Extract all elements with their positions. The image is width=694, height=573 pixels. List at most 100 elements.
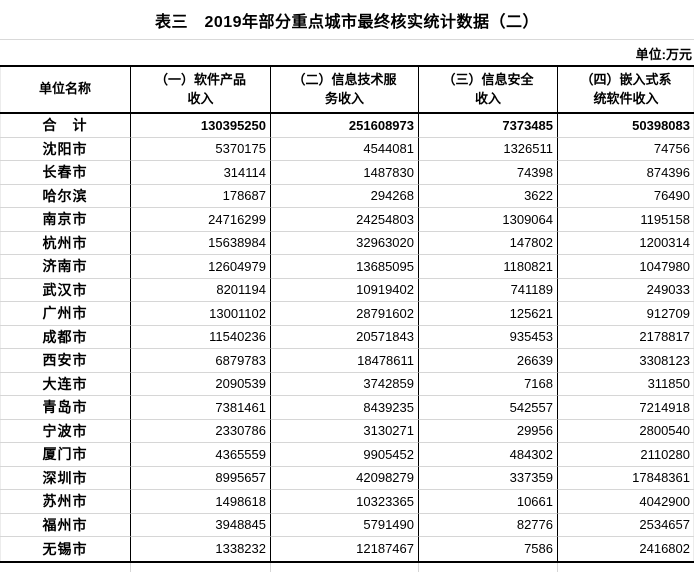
table-row: 深圳市 8995657 42098279 337359 17848361 (0, 466, 694, 490)
value-cell: 12604979 (131, 255, 271, 279)
table-header-row: 单位名称 （一）软件产品 收入 （二）信息技术服 务收入 （三）信息安全 收入 （四）嵌… (0, 65, 694, 114)
total-row: 合 计 130395250 251608973 7373485 50398083 (0, 114, 694, 138)
value-cell: 74756 (558, 138, 694, 161)
value-cell: 3622 (419, 184, 558, 208)
city-name-cell: 哈尔滨 (0, 184, 131, 208)
table-row: 青岛市 7381461 8439235 542557 7214918 (0, 396, 694, 420)
value-cell: 8439235 (271, 396, 419, 420)
city-name-cell: 西安市 (0, 349, 131, 373)
city-name-cell: 武汉市 (0, 278, 131, 302)
value-cell: 24716299 (131, 208, 271, 232)
table-row: 厦门市 4365559 9905452 484302 2110280 (0, 443, 694, 467)
value-cell: 311850 (558, 373, 694, 396)
value-cell: 125621 (419, 302, 558, 326)
column-header: （四）嵌入式系 统软件收入 (580, 72, 672, 106)
value-cell: 2090539 (131, 372, 271, 396)
value-cell: 32963020 (271, 231, 419, 255)
value-cell: 3742859 (271, 372, 419, 396)
city-name-cell: 宁波市 (0, 419, 131, 443)
city-name-cell: 深圳市 (0, 466, 131, 490)
city-name-cell: 济南市 (0, 255, 131, 279)
table-body: 合 计 130395250 251608973 7373485 50398083 沈阳市 5… (0, 114, 694, 563)
value-cell: 1498618 (131, 490, 271, 514)
title-bar: 表三 2019年部分重点城市最终核实统计数据（二） (0, 0, 694, 40)
table-row: 武汉市 8201194 10919402 741189 249033 (0, 278, 694, 302)
value-cell: 6879783 (131, 349, 271, 373)
value-cell: 249033 (558, 279, 694, 302)
table-row: 西安市 6879783 18478611 26639 3308123 (0, 349, 694, 373)
table-row: 南京市 24716299 24254803 1309064 1195158 (0, 208, 694, 232)
value-cell: 26639 (419, 349, 558, 373)
table-row: 宁波市 2330786 3130271 29956 2800540 (0, 419, 694, 443)
value-cell: 5370175 (131, 137, 271, 161)
table-row: 成都市 11540236 20571843 935453 2178817 (0, 325, 694, 349)
value-cell: 178687 (131, 184, 271, 208)
table-row: 济南市 12604979 13685095 1180821 1047980 (0, 255, 694, 279)
value-cell: 15638984 (131, 231, 271, 255)
value-cell: 28791602 (271, 302, 419, 326)
value-cell: 7586 (419, 537, 558, 561)
value-cell: 1195158 (558, 208, 694, 232)
value-cell: 1200314 (558, 232, 694, 255)
value-cell: 9905452 (271, 443, 419, 467)
value-cell: 13001102 (131, 302, 271, 326)
value-cell: 337359 (419, 466, 558, 490)
value-cell: 11540236 (131, 325, 271, 349)
page-title: 表三 2019年部分重点城市最终核实统计数据（二） (154, 13, 540, 31)
city-name-cell: 大连市 (0, 372, 131, 396)
value-cell: 1309064 (419, 208, 558, 232)
value-cell: 1487830 (271, 161, 419, 185)
partial-cell (131, 562, 271, 572)
statistics-table: 单位名称 （一）软件产品 收入 （二）信息技术服 务收入 （三）信息安全 收入 （四）嵌… (0, 65, 694, 563)
table-row: 苏州市 1498618 10323365 10661 4042900 (0, 490, 694, 514)
partial-cell (419, 562, 558, 572)
unit-bar: 单位:万元 (0, 40, 694, 65)
value-cell: 13685095 (271, 255, 419, 279)
value-cell: 484302 (419, 443, 558, 467)
value-cell: 542557 (419, 396, 558, 420)
value-cell: 8995657 (131, 466, 271, 490)
value-cell: 8201194 (131, 278, 271, 302)
value-cell: 2800540 (558, 420, 694, 443)
value-cell: 5791490 (271, 513, 419, 537)
value-cell: 20571843 (271, 325, 419, 349)
value-cell: 251608973 (271, 114, 419, 138)
city-name-cell: 苏州市 (0, 490, 131, 514)
value-cell: 10661 (419, 490, 558, 514)
city-name-cell: 厦门市 (0, 443, 131, 467)
table-row: 大连市 2090539 3742859 7168 311850 (0, 372, 694, 396)
column-header: （一）软件产品 收入 (131, 67, 271, 112)
city-name-cell: 广州市 (0, 302, 131, 326)
table-row: 福州市 3948845 5791490 82776 2534657 (0, 513, 694, 537)
column-header: 单位名称 (0, 67, 131, 112)
value-cell: 7381461 (131, 396, 271, 420)
column-header: （三）信息安全 收入 (419, 67, 558, 112)
city-name-cell: 成都市 (0, 325, 131, 349)
value-cell: 18478611 (271, 349, 419, 373)
city-name-cell: 沈阳市 (0, 137, 131, 161)
city-name-cell: 福州市 (0, 513, 131, 537)
value-cell: 12187467 (271, 537, 419, 561)
partial-cell (271, 562, 419, 572)
table-row: 无锡市 1338232 12187467 7586 2416802 (0, 537, 694, 561)
value-cell: 17848361 (558, 467, 694, 490)
value-cell: 294268 (271, 184, 419, 208)
value-cell: 10323365 (271, 490, 419, 514)
city-name-cell: 杭州市 (0, 231, 131, 255)
partial-cell (0, 562, 131, 572)
value-cell: 10919402 (271, 278, 419, 302)
value-cell: 3130271 (271, 419, 419, 443)
value-cell: 874396 (558, 161, 694, 185)
value-cell: 74398 (419, 161, 558, 185)
value-cell: 1180821 (419, 255, 558, 279)
value-cell: 82776 (419, 513, 558, 537)
table-row: 广州市 13001102 28791602 125621 912709 (0, 302, 694, 326)
table-row: 哈尔滨 178687 294268 3622 76490 (0, 184, 694, 208)
unit-label: 单位:万元 (635, 47, 692, 62)
value-cell: 130395250 (131, 114, 271, 138)
value-cell: 1047980 (558, 255, 694, 279)
table-row: 杭州市 15638984 32963020 147802 1200314 (0, 231, 694, 255)
column-header: （二）信息技术服 务收入 (271, 67, 419, 112)
value-cell: 50398083 (558, 114, 694, 138)
partial-cell (558, 563, 694, 572)
